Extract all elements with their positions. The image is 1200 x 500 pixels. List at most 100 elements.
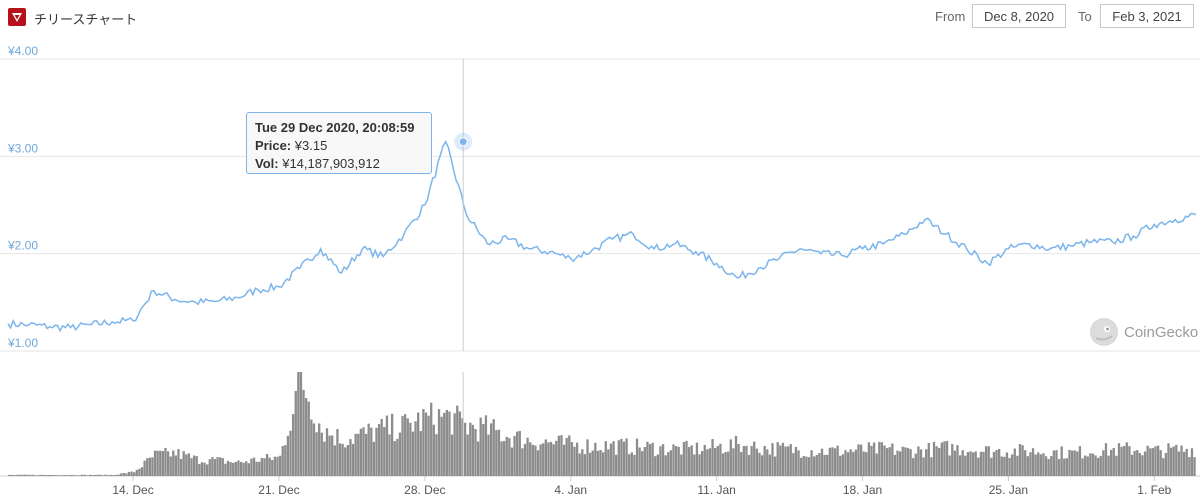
volume-bar xyxy=(594,442,597,476)
volume-bar xyxy=(221,458,224,476)
volume-bar xyxy=(1039,454,1042,476)
volume-bar xyxy=(648,444,652,476)
volume-bar xyxy=(88,474,92,476)
volume-bar xyxy=(260,457,264,476)
volume-bar xyxy=(919,449,923,476)
volume-bar xyxy=(1021,445,1024,476)
volume-bar xyxy=(302,389,305,476)
chart-header: チリースチャート From Dec 8, 2020 To Feb 3, 2021 xyxy=(0,0,1200,34)
volume-bar xyxy=(987,446,990,476)
volume-bar xyxy=(573,446,576,476)
volume-bar xyxy=(461,418,464,476)
volume-bar xyxy=(338,443,342,476)
volume-bar xyxy=(164,447,167,476)
volume-bar xyxy=(786,446,790,476)
volume-bar xyxy=(693,454,696,476)
volume-bar xyxy=(1102,450,1105,476)
volume-bar xyxy=(1180,445,1183,476)
volume-bar xyxy=(1097,457,1100,476)
volume-bar xyxy=(925,449,928,476)
volume-bar xyxy=(794,446,798,476)
volume-bar xyxy=(393,441,396,476)
volume-bar xyxy=(406,418,409,476)
volume-bar xyxy=(1177,451,1181,476)
volume-bar xyxy=(250,458,253,476)
volume-bar xyxy=(826,454,829,476)
volume-bar xyxy=(836,445,839,476)
volume-bar xyxy=(784,446,787,476)
volume-bar xyxy=(1107,455,1110,476)
volume-bar xyxy=(187,453,191,476)
volume-bar xyxy=(615,454,618,476)
volume-bar xyxy=(213,459,217,476)
volume-bar xyxy=(117,474,120,476)
volume-bar xyxy=(101,475,105,476)
volume-bar xyxy=(888,447,891,476)
volume-bar xyxy=(159,450,162,476)
volume-bar xyxy=(831,447,834,476)
volume-bar xyxy=(179,458,183,476)
volume-bar xyxy=(263,458,266,476)
volume-bar xyxy=(753,441,756,476)
volume-bar xyxy=(323,441,326,476)
volume-bar xyxy=(1188,457,1191,476)
volume-bar xyxy=(435,434,438,476)
volume-bar xyxy=(505,436,508,476)
volume-bar xyxy=(1024,450,1027,476)
to-date-input[interactable]: Feb 3, 2021 xyxy=(1100,4,1194,28)
volume-bar xyxy=(1146,445,1149,476)
volume-bar xyxy=(724,451,727,476)
tooltip-vol-value: ¥14,187,903,912 xyxy=(282,156,380,171)
volume-bar xyxy=(34,475,37,476)
price-marker[interactable] xyxy=(458,137,468,147)
volume-bar xyxy=(758,452,761,476)
volume-bar xyxy=(1112,447,1115,476)
volume-bar xyxy=(70,474,73,476)
volume-bar xyxy=(760,455,764,476)
volume-bar xyxy=(200,462,204,476)
price-line[interactable] xyxy=(7,140,1197,333)
volume-bar xyxy=(672,444,675,476)
volume-bar xyxy=(1154,446,1157,476)
volume-bar xyxy=(1164,452,1168,476)
volume-bar xyxy=(953,450,957,476)
volume-bar xyxy=(852,451,855,476)
volume-bar xyxy=(516,431,519,476)
volume-bar xyxy=(651,442,654,476)
volume-bar xyxy=(211,457,214,476)
volume-bar xyxy=(104,474,107,476)
volume-bar xyxy=(880,442,884,476)
volume-bar xyxy=(114,474,118,476)
volume-bar xyxy=(503,441,506,476)
volume-bar xyxy=(463,422,467,476)
volume-bar xyxy=(529,442,532,476)
volume-bar xyxy=(1125,442,1128,476)
volume-bar xyxy=(1175,444,1178,476)
volume-bar xyxy=(1110,449,1113,476)
volume-bar xyxy=(86,475,89,476)
volume-bar xyxy=(198,464,201,476)
volume-bar xyxy=(977,457,980,476)
from-date-input[interactable]: Dec 8, 2020 xyxy=(972,4,1066,28)
volume-bar xyxy=(932,441,936,476)
volume-bar xyxy=(239,461,243,476)
volume-bar xyxy=(945,440,949,476)
volume-bar xyxy=(865,452,868,476)
volume-bar xyxy=(643,446,646,476)
volume-bar xyxy=(719,443,722,476)
volume-bar xyxy=(625,438,628,476)
volume-bar xyxy=(1068,449,1071,476)
volume-bar xyxy=(508,438,511,476)
volume-bar xyxy=(581,449,584,476)
volume-bar xyxy=(372,441,376,476)
x-tick-label: 21. Dec xyxy=(258,483,299,497)
volume-bar xyxy=(469,422,472,476)
volume-bar xyxy=(65,475,68,476)
volume-bar xyxy=(299,372,303,476)
volume-bar xyxy=(698,454,701,476)
volume-bar xyxy=(140,467,144,476)
volume-bar xyxy=(1104,443,1108,476)
volume-bar xyxy=(99,474,102,476)
volume-bar xyxy=(1050,456,1053,476)
